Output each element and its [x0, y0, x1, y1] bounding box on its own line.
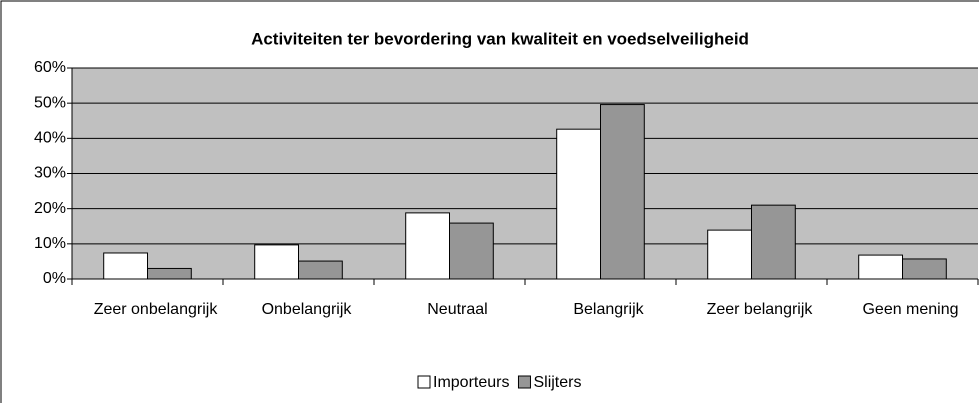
y-tick-label: 0% [43, 270, 66, 287]
legend-label: Slijters [533, 374, 581, 391]
bar [751, 204, 796, 280]
x-tick-label: Neutraal [427, 301, 488, 318]
y-tick-label: 50% [34, 94, 66, 111]
x-tick-label: Belangrijk [573, 301, 644, 318]
bar [103, 252, 148, 280]
y-tick-label: 60% [34, 59, 66, 76]
x-tick-label: Zeer belangrijk [706, 301, 813, 318]
bar [147, 267, 192, 280]
y-tick-label: 30% [34, 165, 66, 182]
legend-swatch [417, 375, 431, 389]
y-tick-label: 10% [34, 235, 66, 252]
bar [449, 222, 494, 280]
x-tick-label: Zeer onbelangrijk [93, 301, 218, 318]
x-tick-label: Onbelangrijk [261, 301, 352, 318]
legend-label: Importeurs [433, 374, 509, 391]
bar [405, 212, 450, 280]
chart-title: Activiteiten ter bevordering van kwalite… [251, 29, 749, 48]
y-tick-label: 40% [34, 130, 66, 147]
bar [858, 254, 904, 280]
legend-swatch [517, 375, 531, 389]
bar [254, 244, 300, 280]
bar [707, 229, 753, 280]
bar [556, 128, 602, 280]
bar [600, 104, 645, 280]
bar [902, 258, 947, 280]
y-tick-label: 20% [34, 200, 66, 217]
bar [298, 260, 343, 280]
x-tick-label: Geen mening [862, 301, 959, 318]
